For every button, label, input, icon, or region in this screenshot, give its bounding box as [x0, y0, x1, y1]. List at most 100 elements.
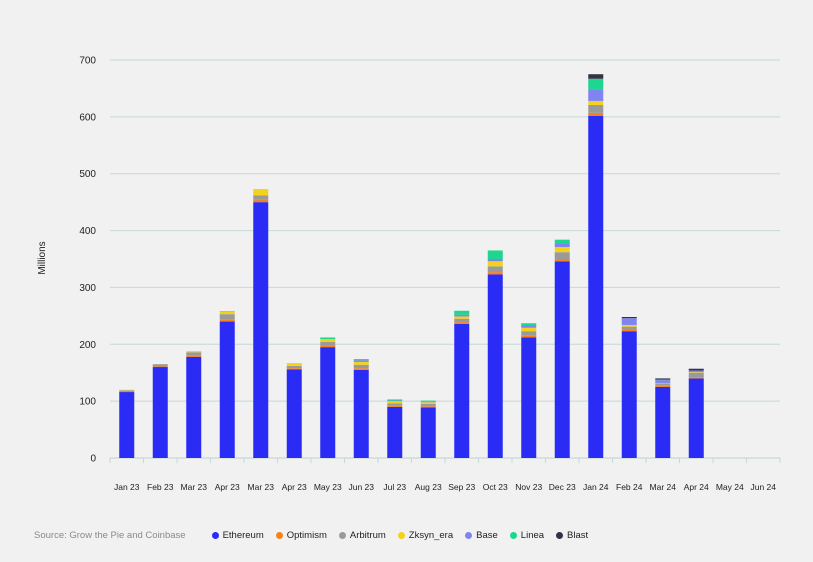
legend-label: Arbitrum [349, 530, 386, 541]
bar-segment-optimism [353, 368, 369, 370]
bar-segment-arbitrum [219, 314, 235, 320]
bar-segment-blast [621, 316, 637, 319]
legend-swatch [509, 532, 517, 539]
bar-segment-linea [320, 337, 336, 340]
bar-segment-zksyn_era [387, 401, 403, 404]
bar-segment-optimism [621, 329, 637, 332]
legend-swatch [275, 532, 283, 539]
legend-label: Zksyn_era [408, 530, 454, 541]
chart-footer: Source: Grow the Pie and Coinbase Ethere… [34, 530, 600, 541]
bar-segment-linea [655, 379, 671, 381]
bar-segment-optimism [454, 322, 470, 324]
x-tick-label: Apr 23 [215, 482, 240, 492]
bar-segment-ethereum [487, 274, 503, 458]
grid-lines [110, 59, 780, 459]
bar-segment-arbitrum [655, 383, 671, 386]
bar-segment-optimism [521, 335, 537, 338]
bar-segment-linea [487, 250, 503, 259]
x-axis-ticks: Jan 23 Feb 23 Mar 23 Apr 23 Mar 23 Apr 23 May … [109, 458, 781, 492]
bar-segment-zksyn_era [420, 402, 436, 404]
legend-label: Optimism [286, 530, 327, 541]
stacked-bar-chart: 0 100 200 300 400 500 600 700 Jan 23 Feb 23 Mar 2… [37, 56, 781, 492]
bar-segment-arbitrum [387, 403, 403, 406]
bar-segment-optimism [286, 368, 302, 370]
x-tick-label: Mar 23 [181, 482, 208, 492]
x-tick-label: May 24 [716, 482, 744, 492]
x-tick-label: Jan 23 [114, 482, 140, 492]
bar-segment-base [487, 259, 503, 262]
legend-label: Ethereum [222, 530, 264, 541]
bar-segment-optimism [320, 345, 336, 348]
bar-segment-arbitrum [353, 364, 369, 369]
bar-segment-arbitrum [588, 104, 604, 113]
bar-segment-arbitrum [420, 403, 436, 407]
bar-segment-optimism [253, 199, 269, 203]
bar-segment-zksyn_era [521, 327, 537, 332]
bar-segment-linea [353, 359, 369, 361]
x-tick-label: Apr 23 [282, 482, 307, 492]
bar-segment-ethereum [253, 202, 269, 458]
bar-segment-optimism [655, 385, 671, 387]
bar-segment-base [387, 400, 403, 402]
legend-swatch [338, 532, 346, 539]
bar-segment-optimism [387, 405, 403, 407]
x-tick-label: Oct 23 [483, 482, 508, 492]
bar-segment-ethereum [588, 115, 604, 458]
bar-segment-blast [688, 368, 704, 371]
bar-segment-blast [588, 74, 604, 79]
bar-segment-arbitrum [554, 252, 570, 259]
bar-segment-optimism [420, 406, 436, 408]
bar-segment-zksyn_era [286, 363, 302, 366]
bar-segment-optimism [688, 377, 704, 379]
bar-segment-optimism [186, 355, 202, 357]
y-axis-ticks: 0 100 200 300 400 500 600 700 [79, 56, 96, 465]
x-tick-label: Feb 24 [616, 482, 643, 492]
bar-segment-linea [521, 323, 537, 326]
bar-segment-arbitrum [320, 342, 336, 346]
bar-segment-optimism [119, 391, 135, 393]
bar-segment-blast [655, 378, 671, 380]
legend-item-arbitrum: Arbitrum [338, 530, 386, 541]
bar-segment-zksyn_era [320, 339, 336, 343]
bar-segment-ethereum [353, 369, 369, 458]
legend-item-blast: Blast [556, 530, 588, 541]
y-tick-label: 700 [79, 56, 96, 67]
bar-segment-arbitrum [253, 195, 269, 200]
bar-segment-zksyn_era [454, 316, 470, 319]
x-tick-label: Mar 24 [650, 482, 677, 492]
bar-segment-base [588, 89, 604, 101]
y-tick-label: 200 [79, 340, 96, 351]
bar-segment-zksyn_era [119, 389, 135, 391]
bar-segment-base [420, 401, 436, 403]
y-axis-label: Millions [37, 241, 48, 274]
x-tick-label: Sep 23 [448, 482, 475, 492]
bar-segment-ethereum [420, 407, 436, 458]
bar-segment-ethereum [521, 337, 537, 458]
bar-segment-linea [387, 399, 403, 401]
bar-segment-ethereum [119, 392, 135, 458]
y-tick-label: 300 [79, 283, 96, 294]
bar-segment-base [554, 243, 570, 248]
bar-segment-zksyn_era [487, 261, 503, 267]
bar-segment-optimism [487, 272, 503, 275]
bar-segment-optimism [554, 259, 570, 262]
bar-segment-optimism [219, 319, 235, 322]
bar-segment-linea [454, 310, 470, 315]
x-tick-label: Mar 23 [248, 482, 275, 492]
bar-segment-zksyn_era [253, 189, 269, 196]
bar-segment-ethereum [320, 347, 336, 458]
y-tick-label: 0 [90, 454, 96, 465]
legend-label: Base [476, 530, 498, 541]
bar-segment-ethereum [454, 323, 470, 458]
bar-segment-linea [588, 78, 604, 90]
bar-segment-base [621, 318, 637, 325]
bar-segment-ethereum [286, 369, 302, 458]
bar-segment-arbitrum [688, 372, 704, 378]
bar-segment-ethereum [186, 356, 202, 458]
x-tick-label: May 23 [314, 482, 342, 492]
bar-segment-linea [420, 400, 436, 402]
legend-swatch [211, 532, 219, 539]
legend: Ethereum Optimism Arbitrum Zksyn_era Base Lin… [211, 530, 601, 541]
bar-segment-zksyn_era [688, 372, 704, 373]
legend-swatch [397, 532, 405, 539]
